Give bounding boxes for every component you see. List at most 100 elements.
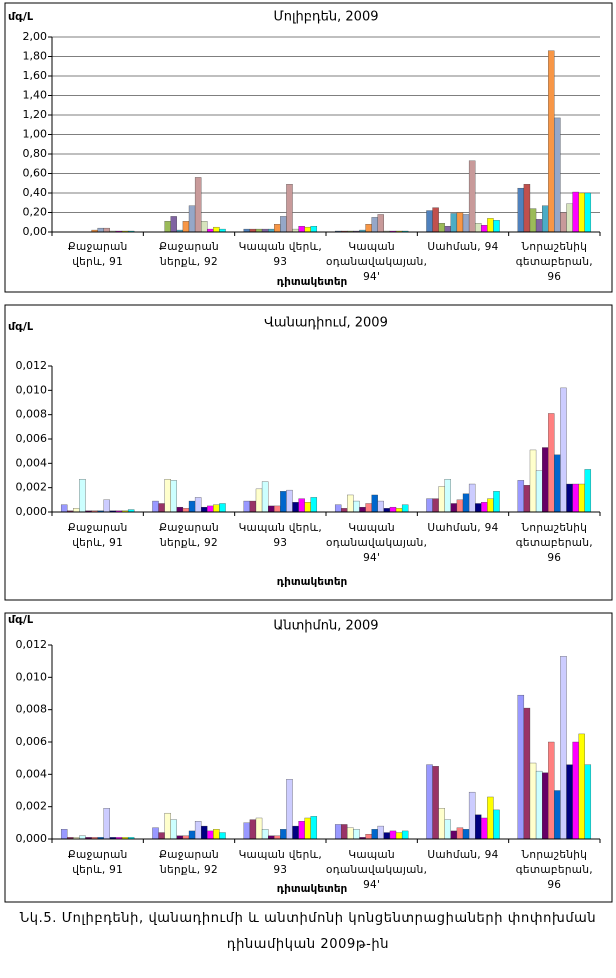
- bar: [395, 508, 403, 513]
- bar: [535, 470, 543, 513]
- bar: [359, 506, 366, 513]
- bar: [438, 486, 445, 513]
- bar: [164, 812, 171, 840]
- x-tick-label: Սահման, 94: [427, 522, 499, 534]
- bar: [377, 500, 384, 513]
- bar: [426, 210, 433, 233]
- bar: [207, 505, 214, 513]
- bar: [432, 498, 439, 513]
- bar: [517, 480, 525, 513]
- bar: [353, 500, 360, 513]
- bar: [432, 207, 439, 233]
- bar: [334, 824, 342, 840]
- bar: [286, 184, 293, 233]
- x-tick-label: Քաջարան ներքև, 92: [159, 241, 219, 268]
- bar: [584, 764, 592, 840]
- bar: [255, 488, 263, 513]
- x-axis-label: դիտակետեր: [277, 883, 348, 895]
- bar: [347, 827, 354, 840]
- bar: [255, 817, 263, 840]
- bar: [462, 493, 470, 513]
- bar: [487, 796, 494, 840]
- bar: [194, 821, 202, 840]
- bar: [529, 449, 537, 513]
- x-axis-label: դիտակետեր: [277, 276, 348, 288]
- x-tick-label: Կապան օդանավակայան, 94': [326, 522, 428, 564]
- y-tick-label: 0,000: [16, 505, 48, 518]
- x-tick-label: Սահման, 94: [427, 849, 499, 861]
- y-tick-label: 0,004: [16, 456, 48, 469]
- bar: [450, 830, 458, 840]
- bar: [468, 791, 476, 840]
- bar: [401, 504, 409, 513]
- x-tick-label: Կապան վերև, 93: [238, 241, 323, 268]
- bar: [468, 483, 476, 513]
- bar: [542, 772, 549, 840]
- x-tick-label: Նորաշենիկ գետաբերան, 96: [515, 241, 593, 283]
- bar: [487, 218, 494, 233]
- x-tick-label: Կապան օդանավակայան, 94': [326, 241, 428, 283]
- bar: [560, 656, 567, 840]
- bar: [554, 117, 561, 233]
- bar: [566, 483, 573, 513]
- bar: [213, 829, 220, 840]
- bar: [535, 770, 543, 840]
- bar: [438, 223, 445, 233]
- bar: [201, 825, 208, 840]
- chart-title: Անտիմոն, 2009: [273, 619, 378, 634]
- chart-frame: [4, 612, 613, 903]
- x-tick-label: Կապան օդանավակայան, 94': [326, 849, 428, 891]
- bar: [304, 226, 311, 233]
- x-tick-label: Կապան վերև, 93: [238, 849, 323, 876]
- bar: [554, 454, 561, 513]
- bar: [548, 413, 555, 513]
- chart-frame: [4, 2, 613, 293]
- bar: [365, 503, 372, 513]
- bar: [274, 505, 281, 513]
- bar: [395, 832, 403, 840]
- bar: [578, 483, 585, 513]
- chart-title: Վանադիում, 2009: [264, 316, 388, 331]
- bar: [286, 489, 293, 513]
- bar: [79, 478, 86, 513]
- y-tick-label: 2,00: [23, 30, 48, 43]
- bar: [280, 491, 287, 513]
- bar: [103, 227, 110, 233]
- bar: [207, 830, 214, 840]
- bar: [475, 503, 482, 513]
- caption-line: Նկ.5. Մոլիբդենի, վանադիումի և անտիմոնի կ…: [19, 911, 597, 926]
- bar: [213, 504, 220, 513]
- bar: [572, 191, 579, 233]
- bar: [566, 203, 573, 233]
- chart-title: Մոլիբդեն, 2009: [274, 10, 379, 25]
- bar: [450, 503, 458, 513]
- bar: [188, 830, 196, 840]
- bar: [517, 187, 525, 233]
- bar: [560, 212, 567, 233]
- bar: [438, 808, 445, 840]
- bar: [389, 506, 397, 513]
- bar: [572, 741, 579, 840]
- x-tick-label: Նորաշենիկ գետաբերան, 96: [515, 522, 593, 564]
- y-tick-label: 0,80: [23, 147, 48, 160]
- bar: [535, 219, 543, 233]
- bar: [249, 819, 257, 840]
- y-tick-label: 0,000: [16, 832, 48, 845]
- bar: [298, 821, 305, 840]
- x-tick-label: Քաջարան վերև, 91: [67, 241, 128, 268]
- bar: [274, 224, 281, 233]
- bar: [280, 829, 287, 840]
- bar: [310, 497, 318, 513]
- bar: [572, 483, 579, 513]
- y-tick-label: 0,010: [16, 670, 48, 683]
- y-tick-label: 0,00: [23, 225, 48, 238]
- bar: [456, 499, 464, 513]
- bar: [304, 817, 311, 840]
- bar: [188, 500, 196, 513]
- bar: [523, 707, 531, 840]
- y-tick-label: 0,008: [16, 703, 48, 716]
- bar: [523, 485, 531, 513]
- bar: [578, 192, 585, 233]
